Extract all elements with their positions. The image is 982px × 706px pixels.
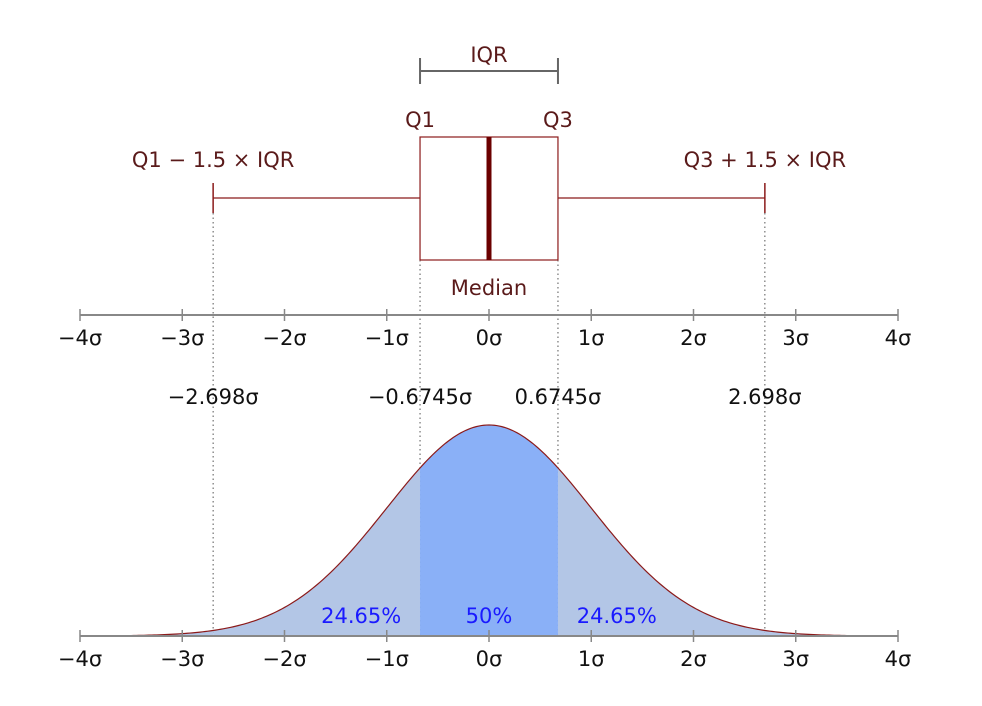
- right-middle-fill: [557, 467, 765, 636]
- bottom-axis-tick-label: 1σ: [578, 647, 605, 671]
- top-axis: −4σ −3σ −2σ −1σ 0σ 1σ 2σ 3σ 4σ: [58, 309, 911, 350]
- region-percent-label: 24.65%: [321, 604, 401, 628]
- upper-whisker-label: Q3 + 1.5 × IQR: [684, 148, 847, 172]
- center-fill: [420, 425, 558, 636]
- sigma-marker-label: 2.698σ: [728, 385, 801, 409]
- pdf-curve: [79, 424, 899, 637]
- lower-whisker-label: Q1 − 1.5 × IQR: [132, 148, 295, 172]
- bottom-axis-tick-label: −1σ: [365, 647, 409, 671]
- bottom-axis-tick-label: 3σ: [782, 647, 809, 671]
- iqr-label: IQR: [470, 43, 507, 67]
- bottom-axis-tick-label: −4σ: [58, 647, 102, 671]
- bottom-axis-tick-label: 0σ: [476, 647, 503, 671]
- sigma-marker-labels: −2.698σ −0.6745σ 0.6745σ 2.698σ: [168, 385, 802, 409]
- top-axis-tick-label: 3σ: [782, 326, 809, 350]
- bottom-axis-tick-label: 4σ: [885, 647, 912, 671]
- top-axis-tick-label: 2σ: [680, 326, 707, 350]
- bottom-axis: −4σ −3σ −2σ −1σ 0σ 1σ 2σ 3σ 4σ: [58, 630, 911, 671]
- bottom-axis-tick-label: −2σ: [262, 647, 306, 671]
- top-axis-tick-label: 0σ: [476, 326, 503, 350]
- q1-label: Q1: [405, 108, 435, 132]
- top-axis-tick-label: 1σ: [578, 326, 605, 350]
- sigma-marker-label: 0.6745σ: [515, 385, 602, 409]
- q3-label: Q3: [543, 108, 573, 132]
- right-tail-fill: [764, 630, 898, 636]
- top-axis-tick-label: −2σ: [262, 326, 306, 350]
- region-percent-label: 24.65%: [577, 604, 657, 628]
- bottom-axis-tick-label: −3σ: [160, 647, 204, 671]
- guide-lines: [212, 213, 766, 636]
- left-tail-fill: [80, 630, 214, 636]
- sigma-marker-label: −0.6745σ: [368, 385, 472, 409]
- top-axis-tick-label: −3σ: [160, 326, 204, 350]
- top-axis-tick-label: −4σ: [58, 326, 102, 350]
- left-middle-fill: [213, 467, 421, 636]
- box-plot: IQR Q1 Q3 Q1 − 1.5 × IQR Q3 + 1.5 × IQR …: [132, 43, 846, 300]
- median-label: Median: [451, 276, 527, 300]
- bottom-axis-tick-label: 2σ: [680, 647, 707, 671]
- region-percent-label: 50%: [466, 604, 513, 628]
- region-percent-labels: 24.65% 50% 24.65%: [321, 604, 657, 628]
- sigma-marker-label: −2.698σ: [168, 385, 259, 409]
- top-axis-tick-label: 4σ: [885, 326, 912, 350]
- normal-distribution: 24.65% 50% 24.65%: [79, 424, 899, 637]
- top-axis-tick-label: −1σ: [365, 326, 409, 350]
